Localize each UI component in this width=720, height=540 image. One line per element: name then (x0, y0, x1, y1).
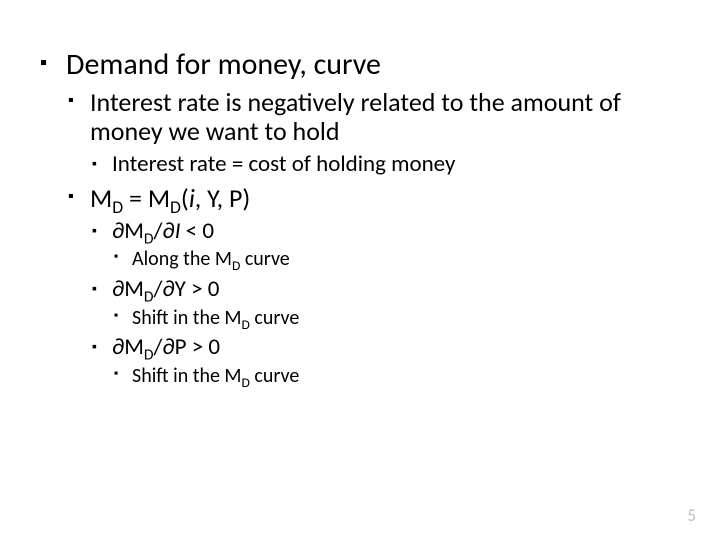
shiftY-pre: Shift in the M (132, 306, 242, 330)
dI-sub: D (144, 229, 154, 248)
bullet-interest-negative: Interest rate is negatively related to t… (66, 88, 680, 178)
dY-post: /∂Y > 0 (154, 275, 220, 303)
md-sub1: D (112, 196, 123, 218)
shiftY-post: curve (250, 306, 299, 330)
bullet-dY: ∂MD/∂Y > 0 Shift in the MD curve (90, 277, 680, 329)
shiftP-post: curve (250, 364, 299, 388)
text-interest-negative: Interest rate is negatively related to t… (90, 86, 621, 147)
dI-pre: ∂M (112, 217, 144, 245)
page-number: 5 (687, 505, 696, 526)
bullet-list-level4c: Shift in the MD curve (112, 365, 680, 387)
shiftY-sub: D (242, 316, 250, 333)
text-md-eq: MD = MD(i, Y, P) (90, 182, 250, 214)
dI-post: < 0 (180, 217, 214, 245)
text-demand-money: Demand for money, curve (66, 46, 381, 83)
text-shiftY: Shift in the MD curve (132, 306, 299, 330)
text-dY: ∂MD/∂Y > 0 (112, 275, 219, 303)
shiftP-sub: D (242, 374, 250, 391)
dY-pre: ∂M (112, 275, 144, 303)
bullet-interest-cost: Interest rate = cost of holding money (90, 152, 680, 178)
text-along: Along the MD curve (132, 247, 290, 271)
bullet-dI: ∂MD/∂I < 0 Along the MD curve (90, 219, 680, 271)
text-interest-cost: Interest rate = cost of holding money (112, 150, 455, 178)
md-pre: M (90, 182, 112, 214)
bullet-demand-money: Demand for money, curve Interest rate is… (40, 48, 680, 387)
text-dI: ∂MD/∂I < 0 (112, 217, 214, 245)
bullet-shiftP: Shift in the MD curve (112, 365, 680, 387)
dP-post: /∂P > 0 (154, 333, 221, 361)
md-post: ( (181, 182, 189, 214)
bullet-list-level1: Demand for money, curve Interest rate is… (40, 48, 680, 387)
md-args-rest: , Y, P) (195, 182, 251, 214)
bullet-list-level2: Interest rate is negatively related to t… (66, 88, 680, 388)
dY-sub: D (144, 287, 154, 306)
bullet-dP: ∂MD/∂P > 0 Shift in the MD curve (90, 335, 680, 387)
dI-mid: /∂ (154, 217, 175, 245)
slide: Demand for money, curve Interest rate is… (0, 0, 720, 540)
bullet-list-level3b: ∂MD/∂I < 0 Along the MD curve ∂MD/∂Y > 0 (90, 219, 680, 387)
bullet-list-level4a: Along the MD curve (112, 248, 680, 270)
bullet-md-equation: MD = MD(i, Y, P) ∂MD/∂I < 0 Along the MD… (66, 184, 680, 388)
shiftP-pre: Shift in the M (132, 364, 242, 388)
dP-sub: D (144, 346, 154, 365)
along-pre: Along the M (132, 247, 232, 271)
bullet-list-level4b: Shift in the MD curve (112, 307, 680, 329)
md-sub2: D (170, 196, 181, 218)
md-mid: = M (123, 182, 170, 214)
along-post: curve (240, 247, 289, 271)
bullet-list-level3: Interest rate = cost of holding money (90, 152, 680, 178)
text-shiftP: Shift in the MD curve (132, 364, 299, 388)
bullet-shiftY: Shift in the MD curve (112, 307, 680, 329)
bullet-along: Along the MD curve (112, 248, 680, 270)
dP-pre: ∂M (112, 333, 144, 361)
text-dP: ∂MD/∂P > 0 (112, 333, 220, 361)
